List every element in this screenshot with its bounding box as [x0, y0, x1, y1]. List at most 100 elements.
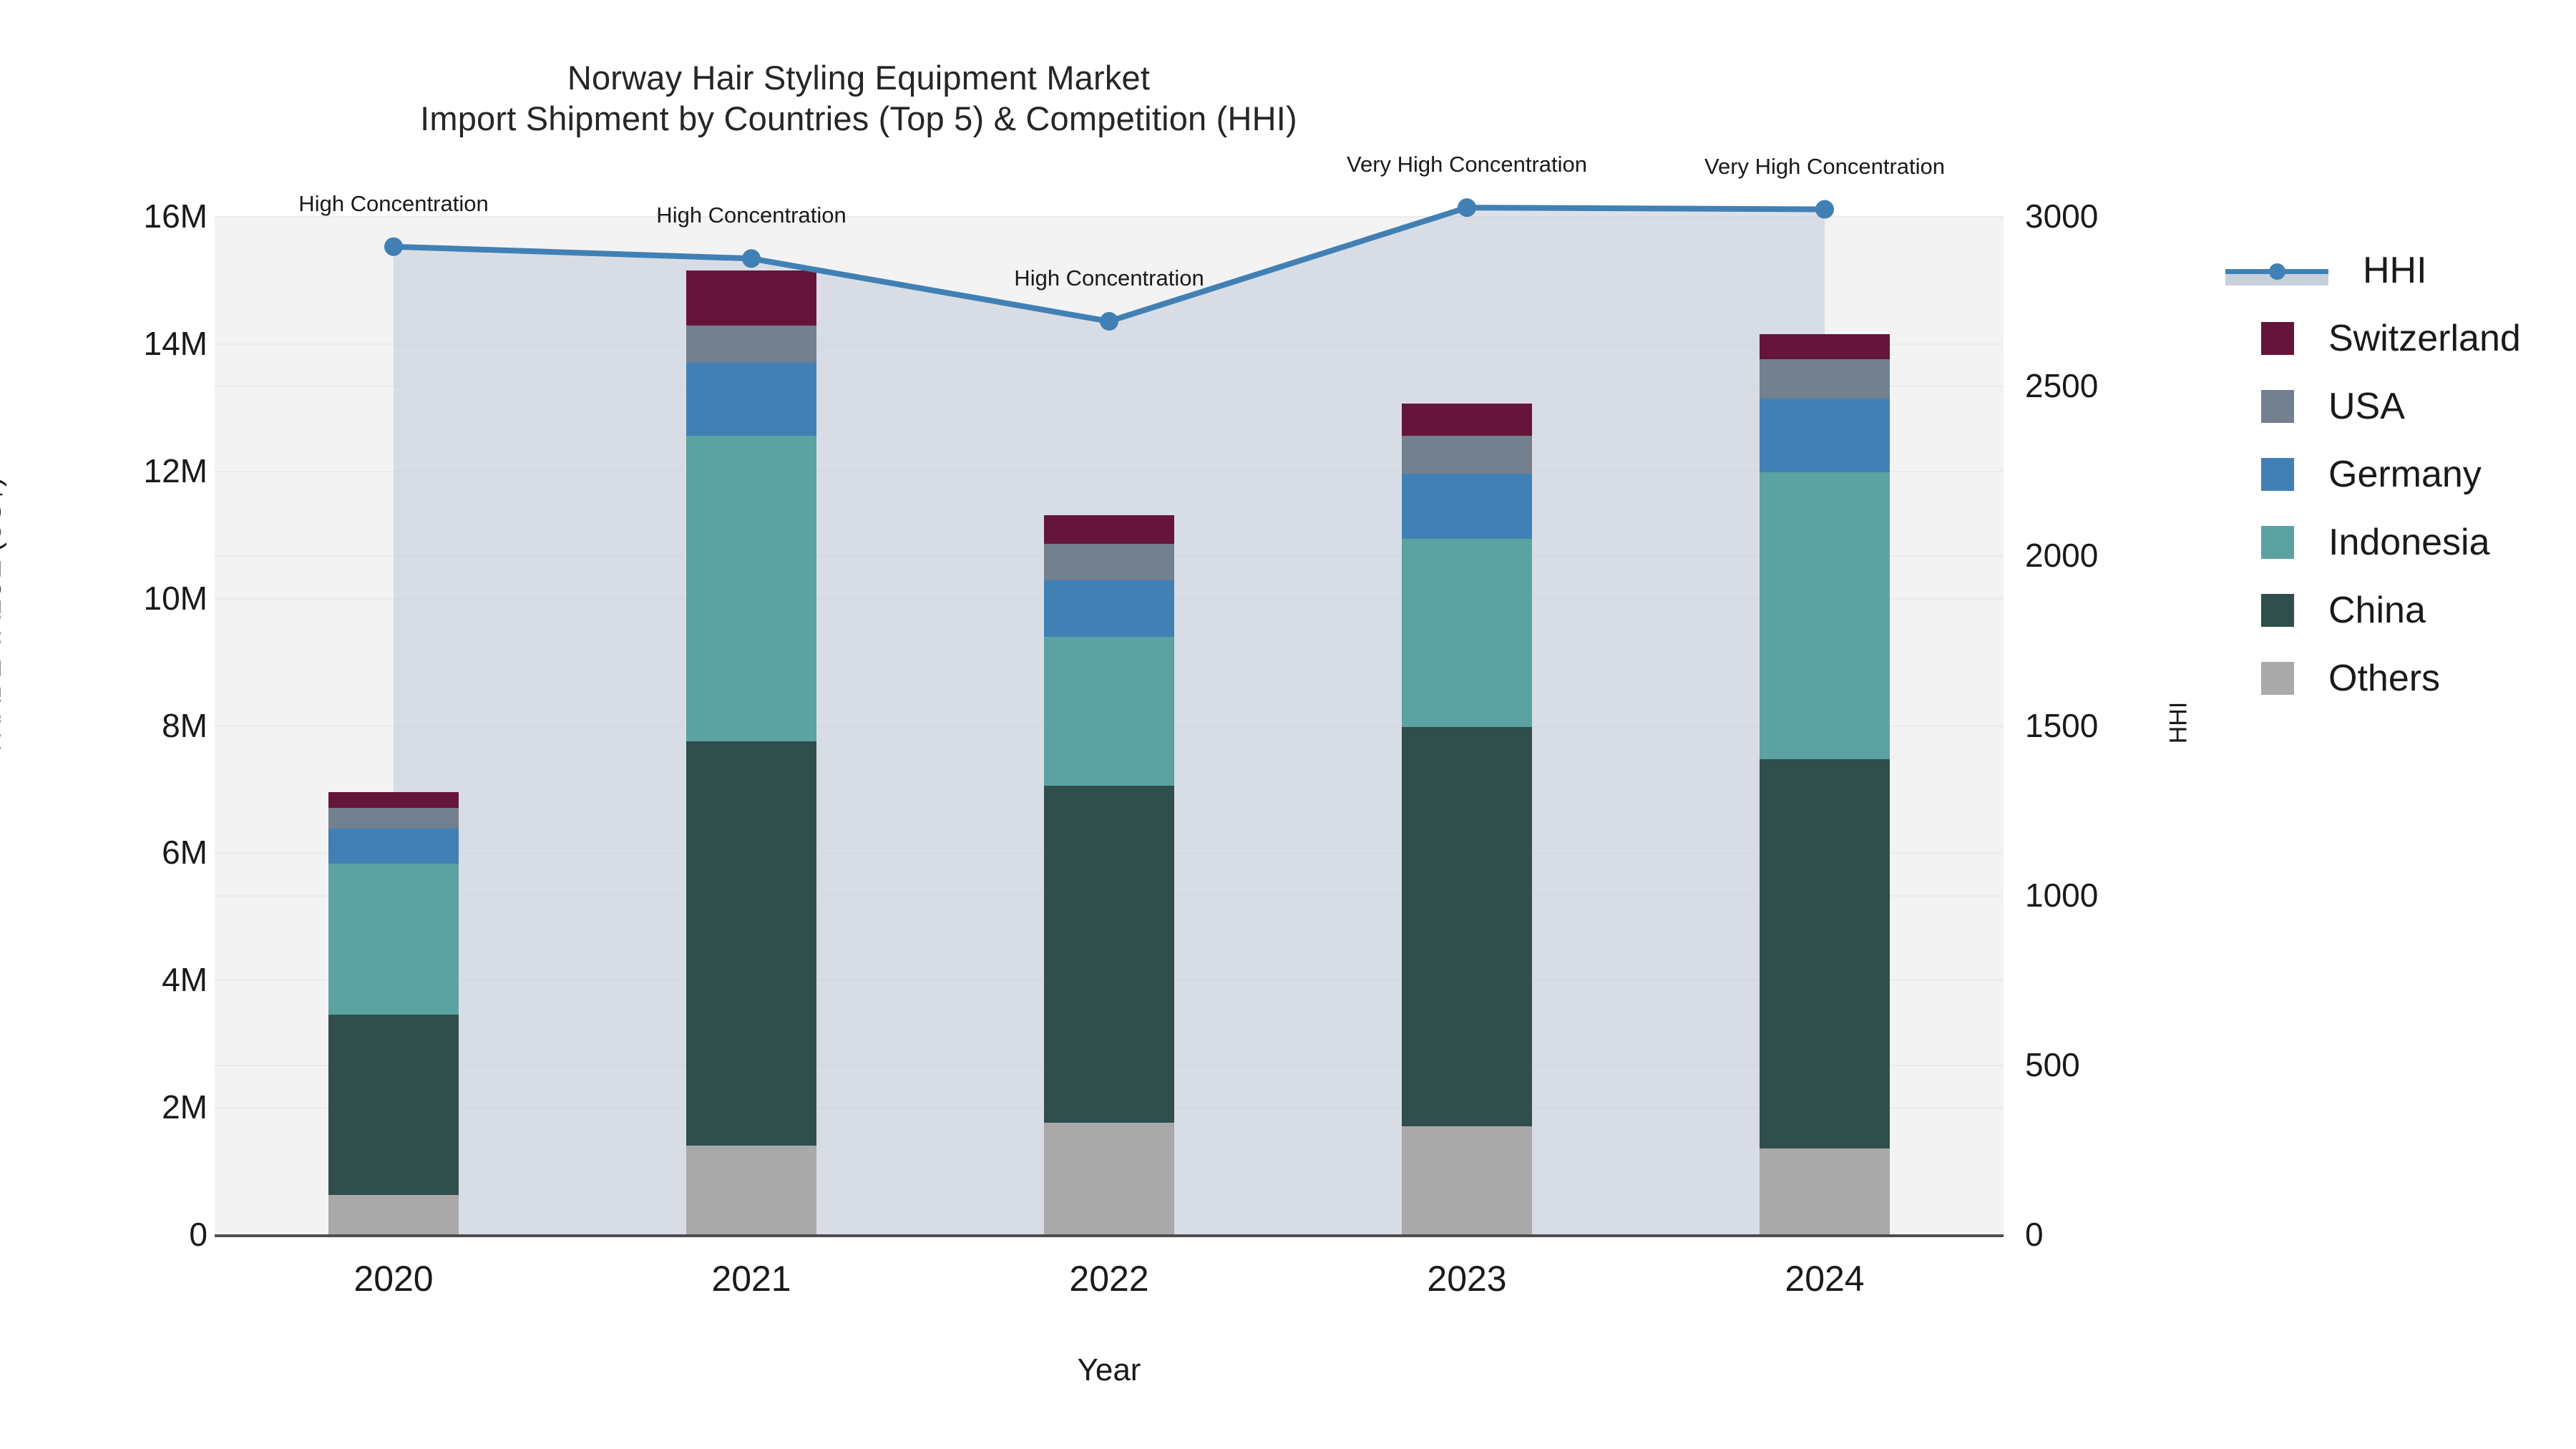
y-tick-left: 8M [162, 706, 208, 744]
bar-segment-others[interactable] [686, 1145, 816, 1234]
y-axis-right-label: HHI [2165, 701, 2192, 744]
bar-segment-switzerland[interactable] [1760, 333, 1890, 360]
legend-item-usa[interactable]: USA [2225, 372, 2562, 440]
hhi-annotation-2023: Very High Concentration [1346, 152, 1588, 177]
bar-segment-indonesia[interactable] [1044, 636, 1174, 786]
x-axis-line [215, 1234, 2004, 1237]
bar-segment-china[interactable] [1760, 758, 1890, 1148]
legend-swatch-icon [2261, 321, 2294, 355]
y-tick-left: 10M [143, 579, 208, 617]
legend-item-switzerland[interactable]: Switzerland [2225, 304, 2562, 372]
y-tick-left: 12M [143, 452, 208, 489]
x-tick-2023: 2023 [1427, 1259, 1507, 1299]
legend-swatch-icon [2261, 389, 2294, 423]
bar-segment-switzerland[interactable] [1044, 515, 1174, 545]
chart-title-block: Norway Hair Styling Equipment Market Imp… [0, 57, 1717, 140]
hhi-marker-2023[interactable] [1458, 198, 1476, 218]
chart-subtitle: Import Shipment by Countries (Top 5) & C… [420, 99, 1297, 138]
hhi-line-series [384, 198, 1834, 331]
x-tick-2021: 2021 [711, 1259, 791, 1299]
legend-item-china[interactable]: China [2225, 576, 2562, 644]
hhi-annotation-2022: High Concentration [1014, 265, 1204, 291]
bar-segment-germany[interactable] [1402, 474, 1532, 539]
y-tick-right: 500 [2025, 1045, 2080, 1083]
x-tick-2020: 2020 [353, 1259, 434, 1299]
hhi-annotation-2021: High Concentration [656, 203, 847, 228]
hhi-marker-2020[interactable] [384, 237, 403, 256]
y-tick-left: 4M [162, 961, 208, 999]
legend: HHI Switzerland USA Germany Indonesia China Ot… [2225, 236, 2562, 712]
x-tick-2024: 2024 [1785, 1259, 1865, 1299]
y-tick-right: 2000 [2025, 537, 2099, 575]
bar-group-2024[interactable] [1760, 216, 1890, 1234]
legend-item-germany[interactable]: Germany [2225, 440, 2562, 508]
bar-segment-others[interactable] [1760, 1148, 1890, 1234]
legend-label: Indonesia [2328, 521, 2490, 563]
bar-segment-others[interactable] [1044, 1123, 1174, 1234]
legend-label: USA [2328, 385, 2405, 427]
y-tick-right: 1500 [2025, 706, 2099, 744]
legend-swatch-icon [2261, 457, 2294, 491]
hhi-marker-2022[interactable] [1100, 312, 1118, 331]
bar-group-2023[interactable] [1402, 216, 1532, 1234]
bar-segment-usa[interactable] [328, 808, 459, 829]
y-tick-left: 0 [189, 1216, 208, 1253]
bar-segment-china[interactable] [328, 1015, 459, 1195]
bar-segment-usa[interactable] [686, 325, 816, 363]
bar-segment-germany[interactable] [1760, 399, 1890, 473]
legend-label: Others [2328, 657, 2441, 699]
y-tick-left: 14M [143, 324, 208, 362]
legend-item-hhi[interactable]: HHI [2225, 236, 2562, 304]
x-tick-2022: 2022 [1069, 1259, 1149, 1299]
bar-segment-indonesia[interactable] [1402, 538, 1532, 728]
bar-segment-usa[interactable] [1760, 359, 1890, 399]
bar-segment-china[interactable] [1044, 786, 1174, 1123]
bar-segment-germany[interactable] [1044, 580, 1174, 637]
legend-label: Germany [2328, 453, 2482, 495]
bar-segment-usa[interactable] [1402, 435, 1532, 474]
hhi-annotation-2024: Very High Concentration [1704, 153, 1946, 179]
x-axis-label: Year [1077, 1352, 1141, 1387]
legend-label: Switzerland [2328, 317, 2521, 359]
bar-group-2020[interactable] [328, 216, 459, 1234]
legend-swatch-icon [2261, 525, 2294, 559]
bar-segment-indonesia[interactable] [686, 435, 816, 741]
bar-segment-switzerland[interactable] [328, 791, 459, 809]
bar-segment-switzerland[interactable] [686, 270, 816, 326]
legend-swatch-icon [2261, 593, 2294, 627]
bar-segment-others[interactable] [1402, 1126, 1532, 1234]
bar-segment-indonesia[interactable] [1760, 472, 1890, 759]
legend-swatch-icon [2261, 661, 2294, 695]
chart-title: Norway Hair Styling Equipment Market [567, 59, 1151, 97]
gridline-secondary [215, 216, 2004, 218]
hhi-marker-2021[interactable] [742, 249, 761, 268]
legend-item-indonesia[interactable]: Indonesia [2225, 508, 2562, 576]
y-axis-left-label: TRADE VALUE (US$) [0, 477, 7, 757]
bar-group-2021[interactable] [686, 216, 816, 1234]
bar-segment-china[interactable] [1402, 727, 1532, 1126]
legend-item-others[interactable]: Others [2225, 644, 2562, 712]
hhi-annotation-2020: High Concentration [298, 190, 489, 216]
bar-segment-germany[interactable] [686, 362, 816, 436]
bar-segment-usa[interactable] [1044, 544, 1174, 580]
legend-label: HHI [2363, 249, 2427, 291]
y-tick-right: 3000 [2025, 197, 2099, 235]
y-tick-left: 6M [162, 834, 208, 872]
bar-segment-germany[interactable] [328, 828, 459, 864]
bar-segment-switzerland[interactable] [1402, 404, 1532, 436]
bar-segment-indonesia[interactable] [328, 864, 459, 1015]
plot-area [215, 198, 2004, 1235]
y-tick-left: 2M [162, 1088, 208, 1126]
y-tick-right: 0 [2025, 1216, 2044, 1253]
hhi-marker-2024[interactable] [1815, 200, 1834, 219]
y-tick-right: 1000 [2025, 876, 2099, 914]
legend-label: China [2328, 589, 2426, 631]
legend-line-icon [2225, 254, 2328, 287]
hhi-line-path [394, 208, 1825, 321]
y-tick-left: 16M [143, 197, 208, 235]
bar-segment-china[interactable] [686, 741, 816, 1146]
bar-group-2022[interactable] [1044, 216, 1174, 1234]
bar-segment-others[interactable] [328, 1194, 459, 1234]
y-tick-right: 2500 [2025, 367, 2099, 405]
